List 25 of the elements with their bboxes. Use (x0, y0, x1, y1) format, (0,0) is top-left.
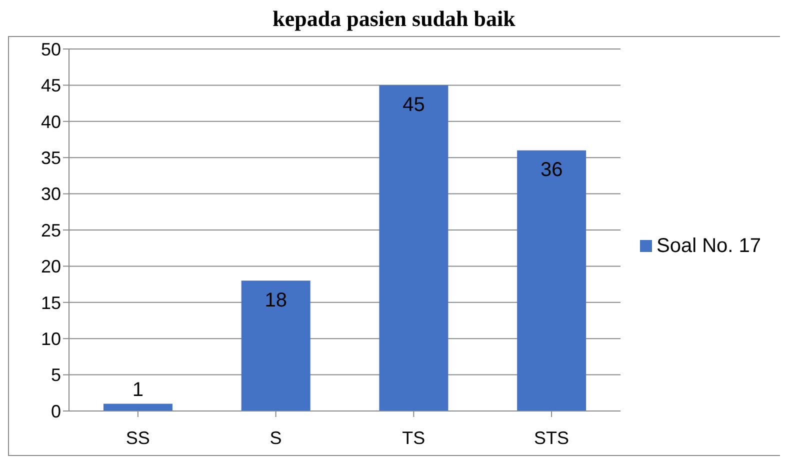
y-tick-label: 50 (40, 39, 61, 60)
bar (517, 150, 586, 411)
data-label: 1 (132, 378, 144, 401)
y-tick-label: 5 (50, 365, 61, 386)
legend-label: Soal No. 17 (656, 234, 761, 256)
x-tick-label: SS (126, 428, 150, 448)
y-tick-label: 35 (40, 148, 61, 168)
bar (241, 280, 310, 411)
data-label: 18 (264, 289, 287, 312)
y-tick-label: 20 (40, 256, 61, 277)
y-tick-label: 25 (40, 220, 61, 240)
y-tick-label: 40 (40, 112, 61, 132)
y-tick-label: 15 (40, 292, 61, 313)
data-label: 45 (402, 94, 425, 116)
x-tick-label: S (270, 428, 282, 448)
x-tick-label: STS (534, 428, 570, 448)
y-tick-label: 0 (50, 401, 61, 422)
chart-title: kepada pasien sudah baik (272, 6, 516, 31)
y-tick-label: 30 (40, 184, 61, 204)
data-label: 36 (540, 158, 563, 181)
y-tick-label: 45 (40, 76, 61, 96)
x-tick-label: TS (402, 428, 426, 448)
bar (379, 85, 448, 411)
y-tick-label: 10 (40, 328, 61, 349)
bar (103, 404, 172, 411)
